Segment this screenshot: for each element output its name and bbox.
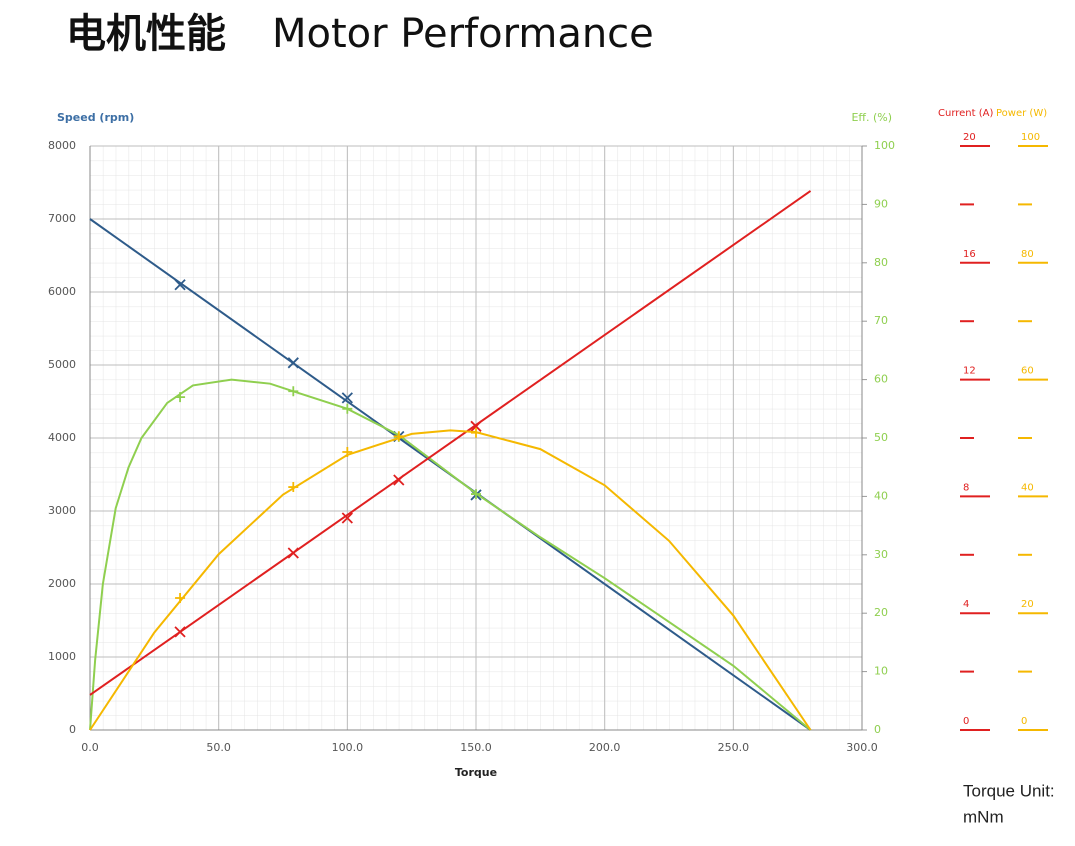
y2-tick-label: 0 bbox=[874, 723, 881, 736]
chart-title: 电机性能 bbox=[66, 11, 226, 57]
side-axis-label: Power (W) bbox=[996, 108, 1047, 119]
side-tick-label: 16 bbox=[963, 249, 976, 260]
y2-tick-label: 10 bbox=[874, 665, 888, 678]
marker bbox=[175, 392, 186, 403]
side-tick-label: 8 bbox=[963, 482, 969, 493]
y-tick-label: 7000 bbox=[48, 212, 76, 225]
x-tick-label: 0.0 bbox=[81, 741, 99, 754]
marker bbox=[288, 482, 299, 493]
side-tick-label: 40 bbox=[1021, 482, 1034, 493]
marker bbox=[288, 386, 299, 397]
marker bbox=[393, 431, 404, 442]
note: Torque Unit: bbox=[963, 781, 1055, 800]
y-tick-label: 5000 bbox=[48, 358, 76, 371]
marker bbox=[341, 512, 353, 524]
marker bbox=[174, 279, 186, 291]
y-tick-label: 0 bbox=[69, 723, 76, 736]
side-tick-label: 20 bbox=[963, 132, 976, 143]
y2-tick-label: 50 bbox=[874, 431, 888, 444]
side-tick-label: 0 bbox=[1021, 716, 1027, 727]
series-line bbox=[89, 378, 812, 731]
marker bbox=[342, 403, 353, 414]
y2-tick-label: 90 bbox=[874, 197, 888, 210]
marker bbox=[287, 547, 299, 559]
y2-tick-label: 40 bbox=[874, 489, 888, 502]
side-tick-label: 0 bbox=[963, 716, 969, 727]
y-tick-label: 2000 bbox=[48, 577, 76, 590]
y2-tick-label: 80 bbox=[874, 256, 888, 269]
marker bbox=[470, 420, 482, 432]
marker bbox=[341, 392, 353, 404]
y2-tick-label: 60 bbox=[874, 373, 888, 386]
side-axis-label: Current (A) bbox=[938, 108, 993, 119]
side-tick-label: 4 bbox=[963, 599, 969, 610]
y2-tick-label: 100 bbox=[874, 139, 895, 152]
y2-tick-label: 30 bbox=[874, 548, 888, 561]
y-tick-label: 3000 bbox=[48, 504, 76, 517]
side-tick-label: 80 bbox=[1021, 249, 1034, 260]
x-tick-label: 200.0 bbox=[589, 741, 621, 754]
marker bbox=[174, 626, 186, 638]
y2-axis-label: Eff. (%) bbox=[851, 111, 892, 124]
x-tick-label: 100.0 bbox=[332, 741, 364, 754]
marker bbox=[175, 593, 186, 604]
note: mNm bbox=[963, 807, 1004, 826]
y-tick-label: 6000 bbox=[48, 285, 76, 298]
y-tick-label: 8000 bbox=[48, 139, 76, 152]
x-tick-label: 250.0 bbox=[718, 741, 750, 754]
y2-tick-label: 20 bbox=[874, 606, 888, 619]
marker bbox=[287, 357, 299, 369]
side-tick-label: 12 bbox=[963, 366, 976, 377]
x-tick-label: 150.0 bbox=[460, 741, 492, 754]
y2-tick-label: 70 bbox=[874, 314, 888, 327]
series-line bbox=[89, 190, 812, 696]
chart-subtitle: Motor Performance bbox=[272, 11, 654, 57]
marker bbox=[471, 427, 481, 438]
marker bbox=[393, 474, 405, 486]
y-tick-label: 4000 bbox=[48, 431, 76, 444]
series-line bbox=[89, 429, 812, 731]
side-tick-label: 60 bbox=[1021, 366, 1034, 377]
x-tick-label: 300.0 bbox=[846, 741, 878, 754]
x-tick-label: 50.0 bbox=[206, 741, 231, 754]
x-axis-label: Torque bbox=[455, 766, 497, 779]
marker bbox=[342, 447, 353, 458]
y-axis-label: Speed (rpm) bbox=[57, 111, 134, 124]
side-tick-label: 20 bbox=[1021, 599, 1034, 610]
side-tick-label: 100 bbox=[1021, 132, 1040, 143]
marker bbox=[471, 489, 481, 500]
y-tick-label: 1000 bbox=[48, 650, 76, 663]
